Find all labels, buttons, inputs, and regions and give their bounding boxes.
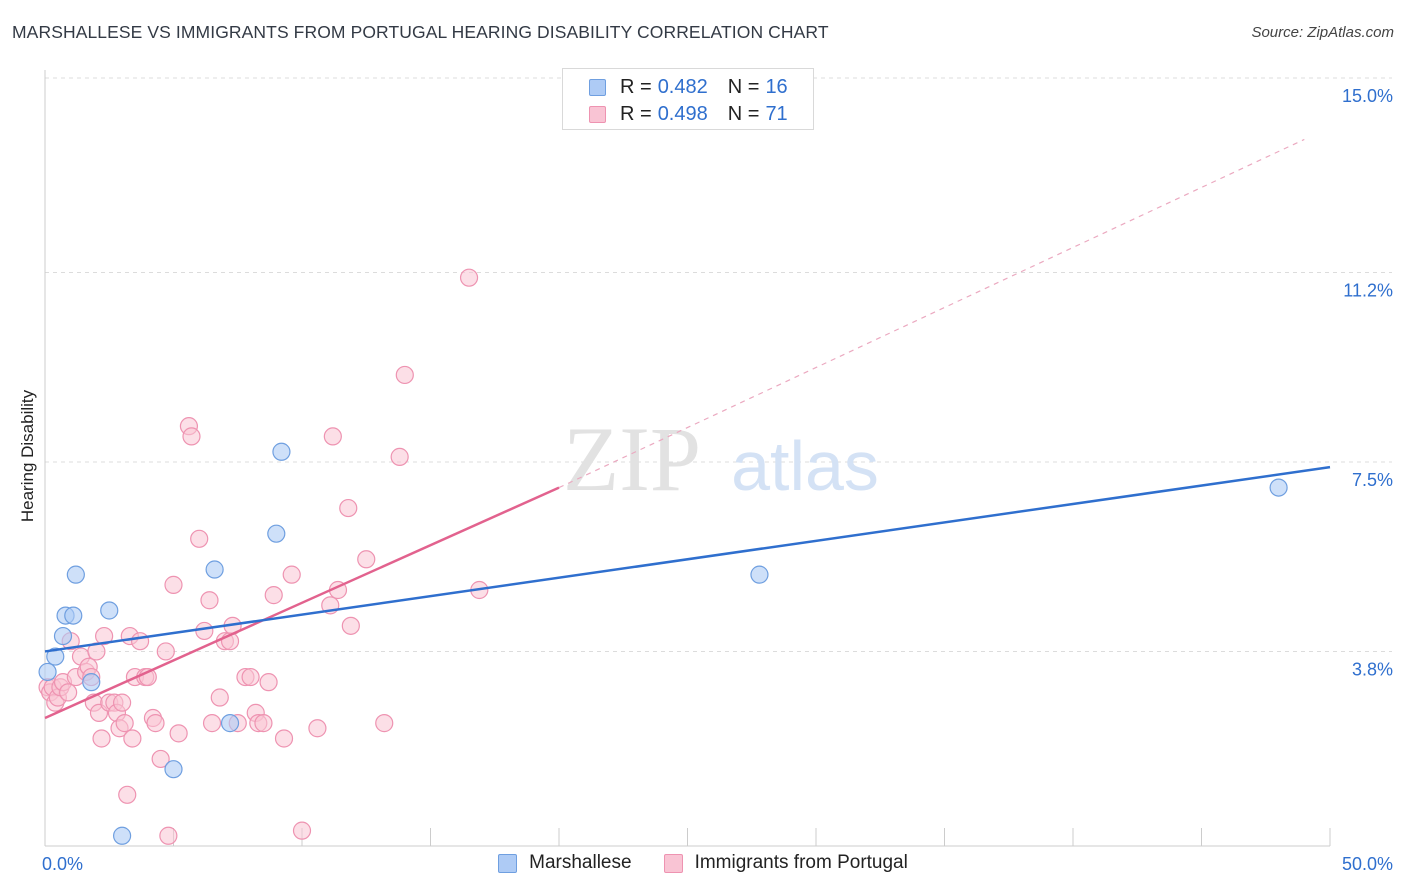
- marshallese-point-10: [205, 560, 224, 579]
- portugal-point-66: [357, 550, 376, 569]
- portugal-point-38: [169, 724, 188, 743]
- portugal-point-57: [274, 729, 294, 748]
- x-tick-label-0: 0.0%: [42, 854, 83, 874]
- marshallese-point-4: [64, 606, 83, 625]
- watermark-atlas: atlas: [731, 427, 879, 505]
- portugal-point-27: [123, 729, 142, 748]
- portugal-point-54: [254, 714, 273, 733]
- r-label: R =: [620, 102, 652, 125]
- legend-label-marshallese: Marshallese: [529, 852, 632, 873]
- y-tick-label-0: 3.8%: [1352, 659, 1393, 679]
- legend-row-portugal: R = 0.498 N = 71: [589, 101, 788, 127]
- r-label: R =: [620, 75, 652, 98]
- tick-labels: 3.8% 7.5% 11.2% 15.0% 0.0% 50.0%: [42, 86, 1393, 874]
- portugal-point-40: [182, 427, 201, 446]
- portugal-legend-swatch: [663, 853, 683, 873]
- portugal-point-7: [59, 683, 78, 702]
- n-label: N =: [727, 102, 760, 125]
- marshallese-point-2: [53, 626, 73, 646]
- portugal-point-68: [390, 447, 409, 466]
- portugal-point-69: [395, 365, 414, 385]
- legend-stats: R = 0.482 N = 16 R = 0.498 N = 71: [562, 68, 814, 130]
- portugal-point-56: [264, 586, 283, 605]
- portugal-point-23: [112, 693, 132, 712]
- portugal-point-41: [190, 529, 209, 548]
- portugal-point-59: [292, 821, 312, 840]
- trend-lines: [44, 138, 1331, 720]
- portugal-point-65: [341, 616, 360, 635]
- marshallese-point-6: [82, 673, 101, 692]
- marshallese-point-12: [267, 524, 286, 543]
- r-value: 0.498: [657, 102, 708, 125]
- n-label: N =: [727, 75, 760, 98]
- marshallese-point-13: [272, 442, 291, 461]
- portugal-point-24: [115, 714, 134, 733]
- series-portugal-points: [38, 268, 489, 845]
- marshallese-point-7: [100, 601, 119, 620]
- marshallese-point-5: [66, 565, 85, 584]
- legend-row-marshallese: R = 0.482 N = 16: [589, 74, 788, 100]
- series-marshallese-points: [38, 442, 1288, 845]
- portugal-point-58: [282, 565, 301, 584]
- portugal-point-45: [210, 688, 229, 707]
- portugal-point-62: [323, 427, 342, 446]
- marshallese-point-15: [1269, 478, 1288, 497]
- portugal-point-60: [308, 719, 327, 738]
- portugal-point-42: [195, 621, 214, 641]
- portugal-point-33: [146, 714, 165, 733]
- watermark-zip: ZIP: [563, 408, 701, 510]
- portugal-point-64: [339, 498, 358, 518]
- portugal-point-35: [156, 642, 175, 661]
- portugal-swatch: [589, 105, 606, 123]
- marshallese-point-1: [46, 647, 65, 666]
- marshallese-trend-line: [44, 465, 1331, 653]
- marshallese-point-14: [750, 565, 769, 584]
- grid-lines: [45, 77, 1392, 652]
- portugal-point-37: [164, 575, 183, 594]
- portugal-point-34: [151, 749, 170, 769]
- portugal-point-51: [241, 667, 260, 687]
- chart-title: MARSHALLESE VS IMMIGRANTS FROM PORTUGAL …: [12, 22, 829, 42]
- portugal-point-18: [95, 626, 114, 646]
- marshallese-point-0: [38, 662, 57, 682]
- y-axis-label: Hearing Disability: [18, 389, 37, 523]
- y-tick-label-2: 11.2%: [1343, 281, 1393, 301]
- portugal-trend-line: [44, 486, 560, 720]
- portugal-point-55: [259, 673, 278, 692]
- r-value: 0.482: [657, 75, 708, 98]
- legend-item-marshallese[interactable]: Marshallese: [498, 852, 632, 874]
- n-value: 71: [765, 102, 788, 125]
- marshallese-swatch: [589, 78, 606, 96]
- marshallese-point-11: [220, 714, 240, 733]
- portugal-point-17: [92, 729, 111, 748]
- marshallese-point-8: [112, 826, 132, 845]
- watermark: ZIP atlas: [563, 408, 879, 510]
- portugal-trend-extension: [558, 138, 1305, 489]
- marshallese-legend-swatch: [498, 853, 518, 873]
- portugal-point-67: [375, 714, 394, 733]
- portugal-point-70: [459, 268, 479, 287]
- y-tick-label-3: 15.0%: [1342, 86, 1393, 106]
- x-tick-label-1: 50.0%: [1342, 854, 1393, 874]
- legend-item-portugal[interactable]: Immigrants from Portugal: [663, 852, 908, 874]
- portugal-point-43: [202, 714, 222, 733]
- legend-series: Marshallese Immigrants from Portugal: [0, 852, 1406, 874]
- portugal-point-44: [200, 591, 219, 610]
- portugal-point-29: [130, 632, 150, 651]
- portugal-point-36: [159, 826, 178, 845]
- portugal-point-25: [118, 785, 137, 804]
- y-tick-label-1: 7.5%: [1352, 470, 1393, 490]
- source-credit: Source: ZipAtlas.com: [1251, 24, 1394, 41]
- n-value: 16: [765, 75, 788, 98]
- marshallese-point-9: [164, 760, 183, 779]
- legend-label-portugal: Immigrants from Portugal: [694, 852, 908, 873]
